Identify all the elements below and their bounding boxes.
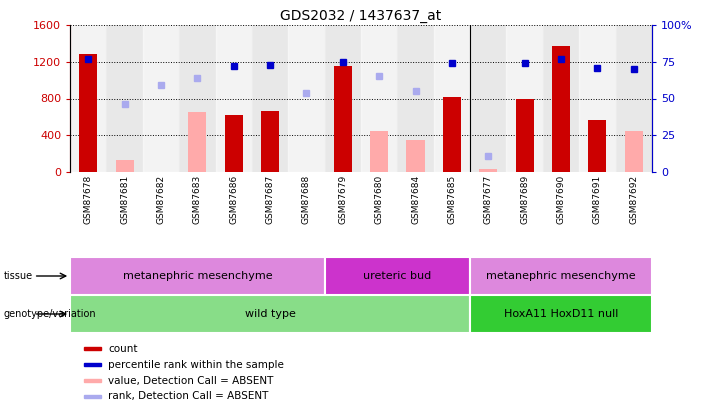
- Bar: [470, 25, 506, 172]
- Title: GDS2032 / 1437637_at: GDS2032 / 1437637_at: [280, 9, 442, 23]
- Bar: [361, 25, 397, 172]
- Bar: [615, 25, 652, 172]
- Bar: [84, 395, 101, 398]
- Bar: [84, 347, 101, 350]
- Text: wild type: wild type: [245, 309, 296, 319]
- Bar: [288, 25, 325, 172]
- Bar: [470, 257, 652, 295]
- Text: metanephric mesenchyme: metanephric mesenchyme: [123, 271, 272, 281]
- Text: percentile rank within the sample: percentile rank within the sample: [108, 360, 284, 370]
- Bar: [470, 295, 652, 333]
- Bar: [443, 97, 461, 172]
- Bar: [434, 25, 470, 172]
- Bar: [79, 54, 97, 172]
- Bar: [479, 169, 498, 172]
- Bar: [107, 25, 143, 172]
- Bar: [588, 119, 606, 172]
- Bar: [515, 99, 533, 172]
- Text: HoxA11 HoxD11 null: HoxA11 HoxD11 null: [504, 309, 618, 319]
- Text: metanephric mesenchyme: metanephric mesenchyme: [486, 271, 636, 281]
- Bar: [370, 131, 388, 172]
- Bar: [143, 25, 179, 172]
- Bar: [70, 295, 470, 333]
- Bar: [224, 115, 243, 172]
- Bar: [261, 111, 279, 172]
- Bar: [216, 25, 252, 172]
- Bar: [84, 363, 101, 366]
- Text: genotype/variation: genotype/variation: [4, 309, 96, 319]
- Bar: [189, 112, 207, 172]
- Bar: [325, 25, 361, 172]
- Bar: [70, 25, 107, 172]
- Text: rank, Detection Call = ABSENT: rank, Detection Call = ABSENT: [108, 391, 268, 401]
- Bar: [407, 140, 425, 172]
- Text: ureteric bud: ureteric bud: [363, 271, 432, 281]
- Bar: [116, 160, 134, 172]
- Bar: [179, 25, 216, 172]
- Text: count: count: [108, 344, 137, 354]
- Bar: [506, 25, 543, 172]
- Bar: [579, 25, 615, 172]
- Text: tissue: tissue: [4, 271, 33, 281]
- Bar: [334, 66, 352, 172]
- Bar: [397, 25, 434, 172]
- Text: value, Detection Call = ABSENT: value, Detection Call = ABSENT: [108, 375, 273, 386]
- Bar: [543, 25, 579, 172]
- Bar: [552, 46, 570, 172]
- Bar: [625, 131, 643, 172]
- Bar: [70, 257, 325, 295]
- Bar: [84, 379, 101, 382]
- Bar: [252, 25, 288, 172]
- Bar: [325, 257, 470, 295]
